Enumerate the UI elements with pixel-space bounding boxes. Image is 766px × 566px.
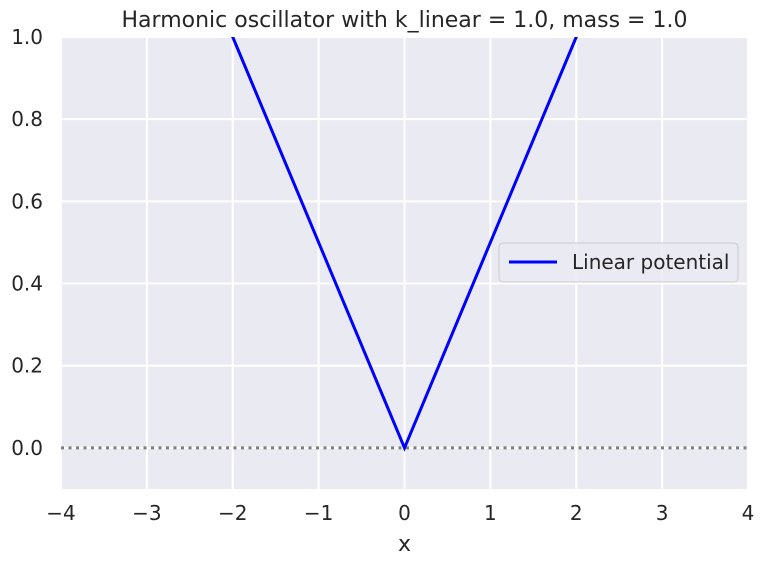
y-tick-label: 0.4 [11,272,43,296]
x-tick-label: 0 [398,501,411,525]
legend: Linear potential [498,242,739,283]
x-axis-label: x [398,532,411,557]
y-tick-label: 0.2 [11,354,43,378]
x-tick-labels: −4 −3 −2 −1 0 1 2 3 4 [46,501,754,525]
legend-label-linear-potential: Linear potential [572,250,729,274]
y-tick-label: 0.0 [11,436,43,460]
y-tick-label: 0.8 [11,107,43,131]
chart-title: Harmonic oscillator with k_linear = 1.0,… [122,8,688,33]
legend-box [498,242,739,283]
x-tick-label: −1 [304,501,333,525]
series-group [231,37,578,452]
x-tick-label: 1 [484,501,497,525]
x-tick-label: −3 [132,501,161,525]
x-tick-label: 4 [742,501,755,525]
x-tick-label: 3 [656,501,669,525]
x-tick-label: −2 [218,501,247,525]
x-tick-label: −4 [46,501,75,525]
y-tick-labels: 0.0 0.2 0.4 0.6 0.8 1.0 [11,25,43,460]
y-tick-label: 0.6 [11,189,43,213]
series-line-linear-potential [231,37,578,452]
y-tick-label: 1.0 [11,25,43,49]
x-tick-label: 2 [570,501,583,525]
